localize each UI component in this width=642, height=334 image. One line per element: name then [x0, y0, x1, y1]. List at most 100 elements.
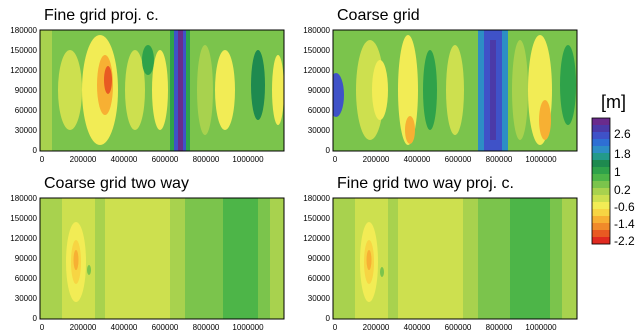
colorbar: [m] 2.6 1.8 1 0.2 -0.6 -1.4 -2.2 [591, 92, 635, 248]
x-tick-label: 600000 [152, 323, 179, 332]
colorbar-swatch [592, 160, 610, 168]
y-tick-label: 120000 [303, 234, 330, 243]
field-lobe [446, 45, 464, 135]
field-band [550, 198, 562, 319]
x-tick-label: 800000 [486, 323, 513, 332]
field-lobe [251, 50, 265, 120]
x-tick-label: 600000 [445, 155, 472, 164]
x-tick-label: 0 [333, 323, 338, 332]
field-lobe [142, 45, 154, 75]
colorbar-swatch [592, 223, 610, 231]
colorbar-swatch [592, 202, 610, 210]
colorbar-label: 1.8 [614, 147, 631, 161]
y-tick-label: 90000 [308, 86, 331, 95]
colorbar-label: 0.2 [614, 183, 631, 197]
field-band [270, 198, 284, 319]
field-lobe [380, 267, 384, 277]
field-band [105, 198, 170, 319]
x-tick-label: 200000 [70, 323, 97, 332]
heatmap-field [40, 30, 284, 151]
field-lobe [73, 250, 79, 270]
x-axis: 0 200000 400000 600000 800000 1000000 [40, 155, 264, 164]
panel-title: Coarse grid [337, 7, 420, 24]
y-tick-label: 90000 [15, 254, 38, 263]
field-band [258, 198, 270, 319]
plot-frame [332, 29, 578, 152]
colorbar-swatch [592, 153, 610, 161]
x-tick-label: 800000 [486, 155, 513, 164]
colorbar-swatch [592, 188, 610, 196]
colorbar-swatch [592, 125, 610, 133]
field-band [95, 198, 105, 319]
x-tick-label: 1000000 [525, 155, 557, 164]
field-lobe [272, 55, 284, 125]
x-axis: 0 200000 400000 600000 800000 1000000 [333, 323, 557, 332]
field-lobe [87, 265, 91, 275]
y-tick-label: 0 [33, 314, 38, 323]
colorbar-swatch [592, 118, 610, 126]
x-tick-label: 0 [40, 155, 45, 164]
x-tick-label: 800000 [193, 155, 220, 164]
panel-fine-grid-proj: Fine grid proj. c. 180000 150000 120000 … [10, 7, 285, 164]
heatmap-field [333, 198, 577, 319]
panel-coarse-grid: Coarse grid 180000 150000 120000 90000 6… [303, 7, 578, 164]
field-lobe [197, 45, 213, 135]
y-tick-label: 0 [326, 314, 331, 323]
field-lobe [560, 45, 576, 125]
x-tick-label: 400000 [111, 323, 138, 332]
colorbar-label: -2.2 [614, 234, 635, 248]
field-lobe [423, 50, 437, 130]
plot-frame [332, 197, 578, 320]
field-lobe [512, 40, 528, 140]
colorbar-swatch [592, 237, 610, 245]
y-tick-label: 180000 [303, 26, 330, 35]
field-band [388, 198, 398, 319]
colorbar-label: 1 [614, 165, 621, 179]
y-tick-label: 180000 [10, 194, 37, 203]
colorbar-label: -1.4 [614, 217, 635, 231]
x-tick-label: 400000 [404, 323, 431, 332]
field-lobe [125, 50, 145, 130]
x-tick-label: 400000 [111, 155, 138, 164]
x-tick-label: 800000 [193, 323, 220, 332]
field-band [40, 198, 62, 319]
panel-title: Coarse grid two way [44, 175, 189, 192]
field-lobe [333, 73, 344, 117]
colorbar-swatch [592, 132, 610, 140]
y-tick-label: 150000 [10, 46, 37, 55]
colorbar-frame [591, 117, 611, 245]
field-band [562, 198, 577, 319]
plot-frame [39, 197, 285, 320]
colorbar-swatches [592, 118, 610, 245]
panel-title: Fine grid two way proj. c. [337, 175, 514, 192]
x-tick-label: 200000 [363, 323, 390, 332]
y-tick-label: 30000 [308, 126, 331, 135]
field-band [170, 198, 185, 319]
field-lobe [152, 50, 168, 130]
field-lobe [104, 66, 112, 94]
y-tick-label: 30000 [15, 294, 38, 303]
field-lobe [215, 50, 235, 130]
panel-title: Fine grid proj. c. [44, 7, 159, 24]
panel-coarse-grid-two-way: Coarse grid two way 180000 150000 120000… [10, 175, 285, 332]
y-tick-label: 60000 [308, 274, 331, 283]
heatmap-field [333, 30, 577, 151]
x-tick-label: 1000000 [525, 323, 557, 332]
field-lobe [405, 116, 415, 144]
y-tick-label: 150000 [10, 214, 37, 223]
y-tick-label: 60000 [15, 274, 38, 283]
x-tick-label: 0 [40, 323, 45, 332]
field-band [463, 198, 478, 319]
x-tick-label: 200000 [70, 155, 97, 164]
y-tick-label: 120000 [10, 234, 37, 243]
y-axis: 180000 150000 120000 90000 60000 30000 0 [303, 194, 330, 323]
colorbar-swatch [592, 230, 610, 238]
y-tick-label: 0 [326, 146, 331, 155]
x-tick-label: 600000 [152, 155, 179, 164]
y-axis: 180000 150000 120000 90000 60000 30000 0 [10, 26, 37, 155]
x-tick-label: 1000000 [232, 323, 264, 332]
colorbar-swatch [592, 146, 610, 154]
field-band [178, 30, 183, 151]
colorbar-swatch [592, 167, 610, 175]
